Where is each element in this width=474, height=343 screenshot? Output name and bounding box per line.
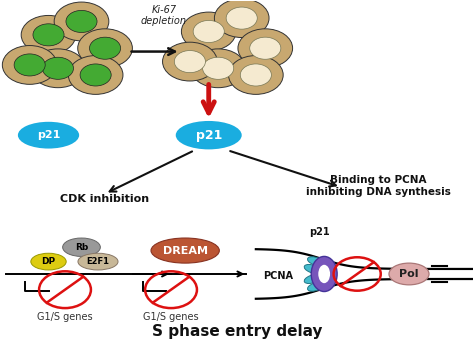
Ellipse shape [63,238,100,257]
Text: p21: p21 [196,129,222,142]
Text: S phase entry delay: S phase entry delay [152,324,322,339]
Circle shape [31,49,85,88]
Ellipse shape [31,253,66,270]
Text: Binding to PCNA
inhibiting DNA synthesis: Binding to PCNA inhibiting DNA synthesis [306,175,451,197]
Ellipse shape [389,263,429,285]
Ellipse shape [308,282,324,291]
Circle shape [250,37,281,59]
Text: DREAM: DREAM [163,246,208,256]
Circle shape [54,2,109,41]
Circle shape [174,50,205,73]
Circle shape [193,21,224,43]
Circle shape [163,42,217,81]
Ellipse shape [308,257,324,266]
Circle shape [202,57,234,79]
Ellipse shape [78,253,118,270]
Text: PCNA: PCNA [264,271,293,281]
Circle shape [240,64,272,86]
Circle shape [66,10,97,33]
Ellipse shape [151,238,219,263]
Ellipse shape [304,274,320,284]
Text: G1/S genes: G1/S genes [37,312,93,322]
Circle shape [191,49,246,88]
Ellipse shape [311,257,337,292]
Text: p21: p21 [37,130,60,140]
Text: Pol: Pol [399,269,419,279]
Circle shape [14,54,45,76]
Circle shape [2,46,57,84]
Text: Rb: Rb [75,243,88,252]
Circle shape [226,7,257,29]
Ellipse shape [304,264,320,273]
Ellipse shape [176,121,242,150]
Ellipse shape [318,265,330,283]
Text: G1/S genes: G1/S genes [143,312,199,322]
Text: DP: DP [41,257,55,266]
Circle shape [90,37,120,59]
Circle shape [214,0,269,37]
Text: CDK inhibition: CDK inhibition [61,194,150,204]
Circle shape [80,64,111,86]
Circle shape [68,56,123,94]
Circle shape [78,29,132,68]
Circle shape [42,57,73,79]
Circle shape [33,24,64,46]
Circle shape [228,56,283,94]
Ellipse shape [18,122,79,149]
Text: E2F1: E2F1 [86,257,109,266]
Circle shape [21,15,76,54]
Text: Ki-67
depletion: Ki-67 depletion [141,5,187,26]
Circle shape [182,12,236,51]
Circle shape [238,29,292,68]
Text: p21: p21 [309,227,330,237]
